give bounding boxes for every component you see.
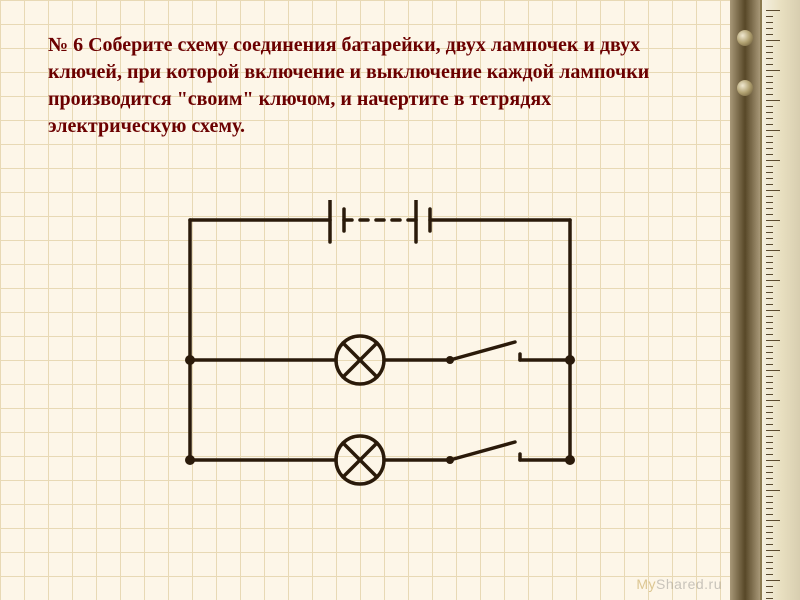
rivet-icon (737, 30, 753, 46)
notebook-binding (730, 0, 760, 600)
watermark-prefix: My (636, 576, 656, 592)
watermark: MyShared.ru (636, 576, 722, 592)
rivet-icon (737, 80, 753, 96)
ruler-strip (760, 0, 800, 600)
watermark-suffix: Shared.ru (656, 576, 722, 592)
circuit-diagram (170, 200, 590, 500)
problem-body: Соберите схему соединения батарейки, дву… (48, 34, 649, 137)
problem-statement: № 6 Соберите схему соединения батарейки,… (48, 32, 688, 140)
problem-number: № 6 (48, 34, 83, 56)
